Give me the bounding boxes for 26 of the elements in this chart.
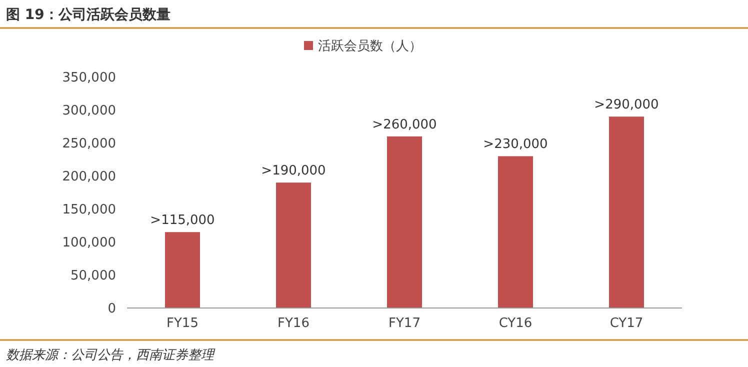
bar (276, 182, 311, 308)
y-tick-label: 0 (108, 302, 116, 316)
bar (609, 116, 644, 308)
bar (165, 232, 200, 308)
x-tick-label: FY17 (388, 316, 420, 331)
x-tick-label: FY16 (278, 316, 310, 331)
y-tick-label: 150,000 (62, 202, 116, 218)
data-label: >190,000 (261, 164, 326, 179)
bar (387, 136, 422, 308)
source-note: 数据来源：公司公告，西南证券整理 (6, 348, 216, 363)
x-tick-label: FY15 (166, 316, 198, 331)
x-tick-label: CY16 (498, 316, 532, 331)
chart-title: 图 19：公司活跃会员数量 (6, 7, 170, 23)
bar (498, 156, 533, 308)
x-tick-label: CY17 (610, 316, 644, 331)
y-tick-label: 200,000 (62, 170, 116, 184)
legend-label: 活跃会员数（人） (318, 39, 422, 54)
y-tick-label: 300,000 (62, 104, 116, 118)
data-label: >230,000 (483, 137, 548, 152)
y-tick-label: 100,000 (62, 236, 116, 250)
data-label: >260,000 (372, 117, 437, 132)
y-tick-label: 250,000 (62, 136, 116, 152)
data-label: >290,000 (594, 98, 659, 113)
data-label: >115,000 (150, 213, 215, 228)
y-tick-label: 350,000 (62, 70, 116, 86)
y-tick-label: 50,000 (70, 268, 116, 284)
